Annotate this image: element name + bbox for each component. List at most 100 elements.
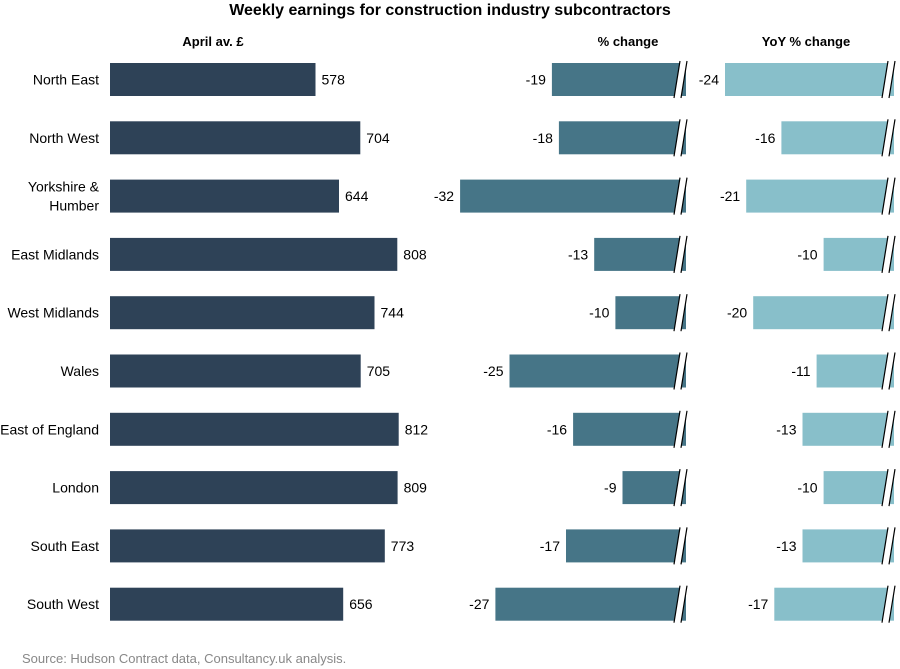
category-label-line: East Midlands	[11, 246, 99, 262]
category-label-line: Yorkshire &	[28, 179, 100, 195]
category-label: North East	[33, 72, 99, 88]
data-label: 656	[349, 596, 373, 612]
axis-break-line	[881, 352, 889, 390]
bar	[746, 179, 894, 213]
series-panel: April av. £ 578 704 644 808 744 705 812 809 773 65…	[110, 34, 428, 621]
axis-break-line	[888, 469, 896, 507]
category-label-line: North East	[33, 72, 99, 88]
data-label: 812	[405, 421, 429, 437]
data-label: -13	[568, 246, 588, 262]
bar	[460, 179, 686, 213]
axis-break-line	[881, 294, 889, 332]
axis-break-line	[673, 352, 681, 390]
category-label: West Midlands	[7, 305, 99, 321]
axis-break	[674, 177, 687, 215]
data-label: -19	[526, 72, 546, 88]
axis-break-line	[680, 235, 688, 273]
axis-break	[674, 352, 687, 390]
axis-break-line	[673, 469, 681, 507]
data-label: -32	[434, 188, 454, 204]
axis-break	[674, 527, 687, 565]
axis-break-line	[888, 527, 896, 565]
bar	[725, 63, 894, 96]
axis-break-line	[680, 527, 688, 565]
category-label: North West	[29, 130, 99, 146]
data-label: 809	[404, 480, 428, 496]
axis-break	[882, 352, 895, 390]
series-header: % change	[598, 34, 659, 49]
data-label: -10	[589, 305, 609, 321]
axis-break	[674, 410, 687, 448]
bar	[495, 587, 686, 621]
bar	[110, 587, 344, 621]
data-label: -25	[483, 363, 503, 379]
axis-break-line	[680, 585, 688, 623]
data-label: -11	[791, 363, 810, 379]
axis-break-line	[673, 410, 681, 448]
category-label-line: South East	[31, 538, 100, 554]
bar	[551, 63, 686, 96]
bar	[823, 471, 894, 505]
data-label: -16	[755, 130, 775, 146]
bar	[110, 529, 385, 563]
bar	[558, 121, 686, 155]
bar	[110, 121, 361, 155]
axis-break	[674, 61, 687, 98]
bar	[509, 354, 686, 388]
data-label: 705	[367, 363, 391, 379]
bar	[110, 354, 361, 388]
axis-break	[674, 235, 687, 273]
category-label-line: London	[52, 480, 99, 496]
chart-panels: North East North West Yorkshire & Humber Eas…	[0, 34, 896, 623]
axis-break	[882, 177, 895, 215]
axis-break-line	[673, 527, 681, 565]
bar	[615, 296, 686, 330]
axis-break-line	[673, 235, 681, 273]
bar	[802, 529, 894, 563]
axis-break	[674, 294, 687, 332]
axis-break-line	[881, 119, 889, 157]
category-label-line: North West	[29, 130, 99, 146]
data-label: 578	[322, 72, 346, 88]
data-label: -10	[797, 480, 817, 496]
category-label: South West	[27, 596, 99, 612]
axis-break	[674, 119, 687, 157]
data-label: -10	[797, 246, 817, 262]
category-label: Wales	[61, 363, 99, 379]
data-label: -17	[748, 596, 768, 612]
axis-break-line	[888, 352, 896, 390]
bar	[823, 237, 894, 271]
axis-break-line	[881, 469, 889, 507]
chart-source: Source: Hudson Contract data, Consultanc…	[22, 651, 346, 666]
axis-break-line	[888, 119, 896, 157]
category-label: South East	[31, 538, 100, 554]
axis-break-line	[881, 585, 889, 623]
bar	[110, 296, 375, 330]
axis-break	[882, 119, 895, 157]
data-label: -27	[469, 596, 489, 612]
bar	[594, 237, 686, 271]
axis-break	[882, 61, 895, 98]
category-label-line: South West	[27, 596, 99, 612]
axis-break-line	[888, 60, 896, 99]
series-panel: % change -19 -18 -32 -13 -10 -25 -16 -9 -17 -27	[434, 34, 688, 623]
axis-break-line	[680, 410, 688, 448]
axis-break-line	[680, 60, 688, 99]
axis-break-line	[680, 177, 688, 215]
data-label: 744	[381, 305, 405, 321]
category-label-line: Wales	[61, 363, 99, 379]
bar	[110, 412, 399, 446]
bar	[781, 121, 894, 155]
category-label-line: Humber	[49, 198, 99, 214]
axis-break-line	[881, 410, 889, 448]
axis-break-line	[680, 352, 688, 390]
data-label: -21	[720, 188, 740, 204]
axis-break	[674, 585, 687, 623]
category-label: East Midlands	[11, 246, 99, 262]
data-label: -17	[540, 538, 560, 554]
bar	[110, 179, 339, 213]
category-label: London	[52, 480, 99, 496]
axis-break-line	[888, 585, 896, 623]
data-label: 808	[403, 246, 427, 262]
